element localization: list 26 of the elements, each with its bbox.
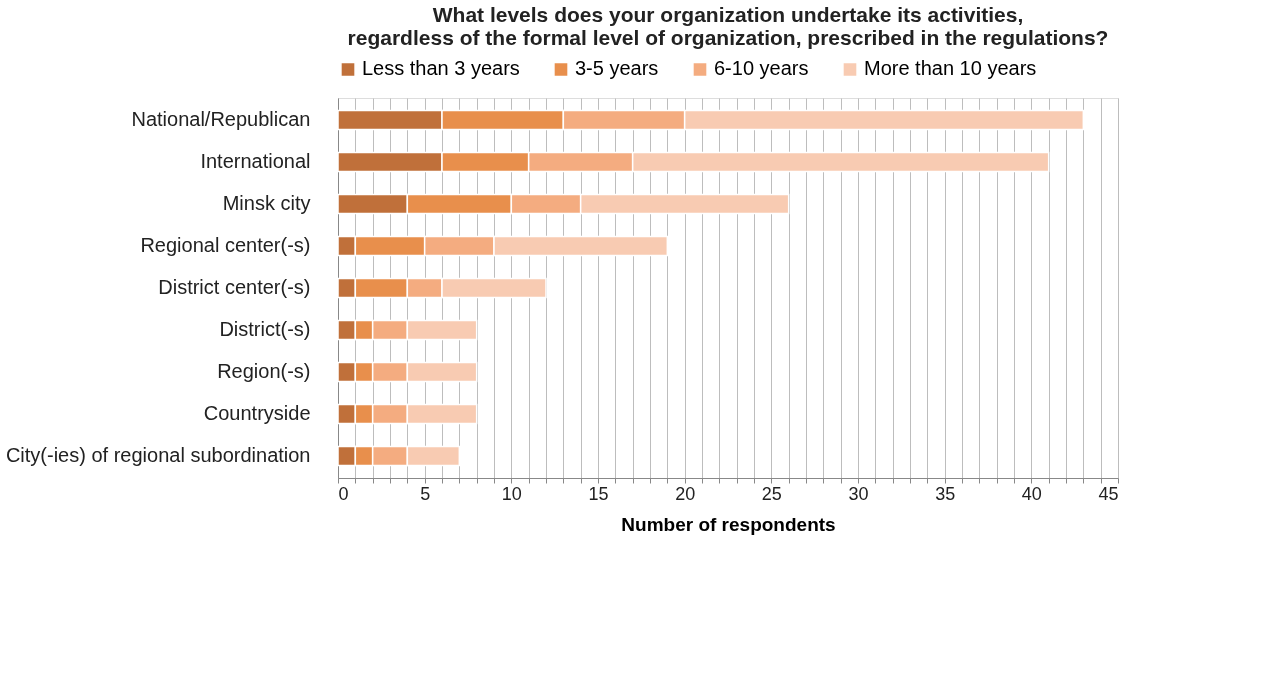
legend-label: More than 10 years: [864, 57, 1037, 80]
x-tick-label: 5: [420, 483, 431, 504]
y-tick-label: International: [200, 150, 311, 173]
x-tick-label: 20: [675, 483, 696, 504]
x-tick-label: 0: [338, 483, 349, 504]
x-tick-label: 25: [761, 483, 782, 504]
legend-label: Less than 3 years: [362, 57, 520, 80]
text: What levels does your organization undertake its activities,: [432, 3, 1024, 26]
y-tick-label: Regional center(-s): [140, 234, 311, 257]
y-tick-label: National/Republican: [131, 108, 311, 131]
legend-label: 6-10 years: [714, 57, 809, 80]
y-tick-label: Countryside: [203, 401, 311, 424]
y-tick-label: District center(-s): [158, 276, 311, 298]
x-tick-label: 35: [935, 483, 956, 504]
y-tick-label: Region(-s): [217, 359, 311, 382]
y-tick-label: District(-s): [219, 317, 311, 340]
x-tick-label: 30: [848, 483, 869, 504]
x-tick-label: 40: [1021, 483, 1042, 504]
x-tick-label: 15: [588, 483, 609, 504]
text: regardless of the formal level of organization, prescribed in the regulations?: [347, 26, 1109, 49]
x-tick-label: 45: [1098, 483, 1119, 504]
y-tick-label: Minsk city: [222, 192, 311, 215]
x-tick-label: 10: [501, 483, 522, 504]
legend-label: 3-5 years: [575, 57, 659, 80]
x-axis-title: Number of respondents: [621, 513, 836, 535]
y-tick-label: City(-ies) of regional subordination: [5, 443, 311, 466]
